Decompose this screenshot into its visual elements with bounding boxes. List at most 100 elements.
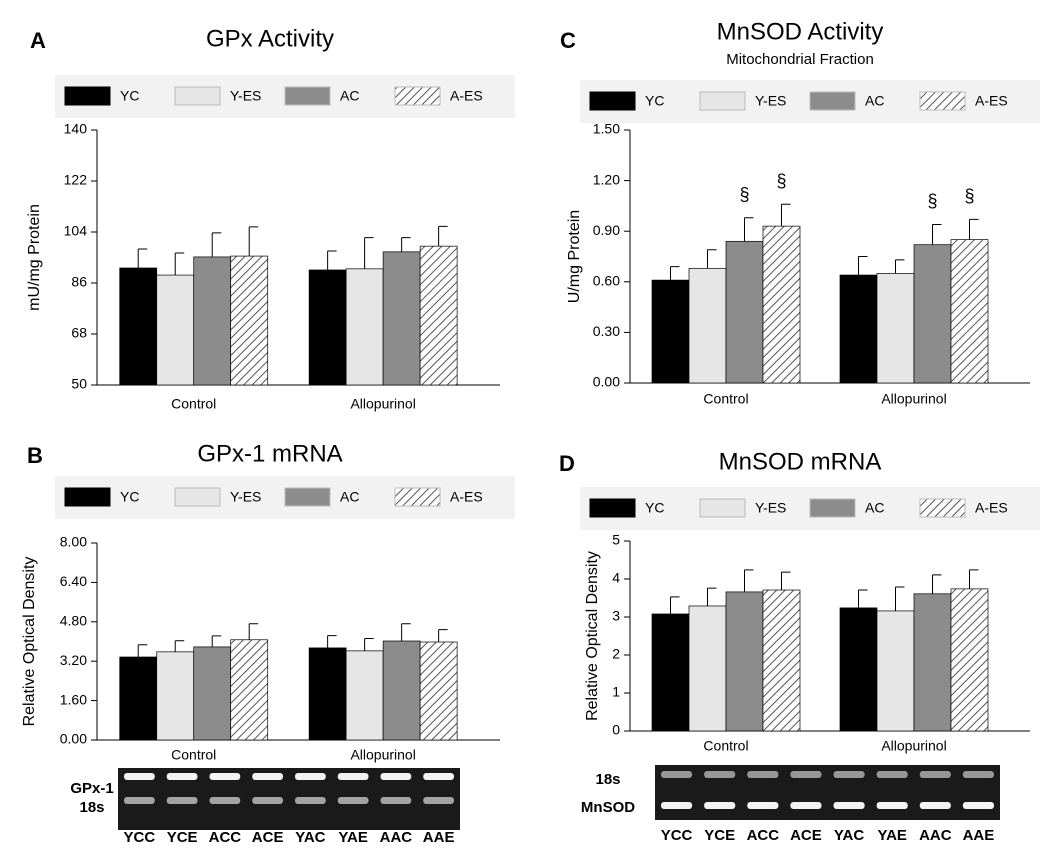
gel-band xyxy=(876,802,908,809)
error-bar xyxy=(781,571,791,591)
x-tick-label: Allopurinol xyxy=(350,747,415,763)
gel-lane-label: ACE xyxy=(252,829,284,846)
error-bar xyxy=(137,644,148,658)
error-bar xyxy=(137,248,148,268)
y-tick-label: 50 xyxy=(71,376,87,392)
bar xyxy=(308,269,347,386)
y-tick-label: 68 xyxy=(71,325,87,341)
error-bar xyxy=(211,232,222,257)
gel-band xyxy=(209,797,241,804)
bar xyxy=(725,240,764,384)
legend-swatch xyxy=(589,498,636,518)
legend-swatch xyxy=(174,86,221,106)
panel-letter: B xyxy=(27,443,43,468)
y-tick-label: 5 xyxy=(612,532,620,548)
error-bar xyxy=(438,225,448,247)
gel-band xyxy=(124,797,155,804)
gel-row-label: 18s xyxy=(79,799,104,816)
gel-band xyxy=(962,802,994,809)
error-bar xyxy=(248,623,259,640)
gel-lane-label: YCE xyxy=(704,827,735,844)
error-bar xyxy=(401,237,411,252)
bar xyxy=(913,244,952,384)
y-tick-label: 4 xyxy=(612,570,620,586)
x-tick-label: Control xyxy=(171,396,216,412)
gel-band xyxy=(423,797,454,804)
error-bar xyxy=(707,587,717,606)
y-tick-label: 0.00 xyxy=(60,731,87,747)
significance-marker: § xyxy=(964,186,974,206)
bar xyxy=(193,646,232,741)
gel-band xyxy=(423,773,454,780)
y-tick-label: 1.60 xyxy=(60,691,87,707)
chart-title: MnSOD Activity xyxy=(717,18,884,45)
gel-row-label: GPx-1 xyxy=(70,780,113,797)
legend-swatch xyxy=(809,498,856,518)
error-bar xyxy=(895,586,905,611)
legend-label: Y-ES xyxy=(755,500,786,516)
bar xyxy=(382,640,421,741)
bar xyxy=(119,267,158,386)
gel-row-label: 18s xyxy=(595,771,620,788)
legend-label: Y-ES xyxy=(230,489,261,505)
gel-band xyxy=(919,802,951,809)
bar xyxy=(688,267,727,384)
y-tick-label: 0.30 xyxy=(593,323,620,339)
chart-title: GPx Activity xyxy=(206,25,334,52)
legend-swatch xyxy=(174,487,221,507)
gel-band xyxy=(209,773,241,780)
gel-lane-label: ACC xyxy=(209,829,242,846)
gel-band xyxy=(295,773,326,780)
significance-marker: § xyxy=(776,171,786,191)
bar xyxy=(345,268,384,386)
y-tick-label: 104 xyxy=(64,223,88,239)
bar xyxy=(876,610,915,732)
gel-band xyxy=(876,771,908,778)
bar xyxy=(382,251,421,386)
legend-label: YC xyxy=(120,88,139,104)
legend-label: A-ES xyxy=(450,489,483,505)
bar xyxy=(876,273,915,384)
y-tick-label: 0.90 xyxy=(593,222,620,238)
x-tick-label: Control xyxy=(171,747,216,763)
bar xyxy=(193,256,232,386)
error-bar xyxy=(781,203,791,227)
gel-lane-label: YAE xyxy=(877,827,906,844)
gel-lane-label: AAC xyxy=(380,829,413,846)
error-bar xyxy=(327,635,337,648)
gel-band xyxy=(661,802,693,809)
error-bar xyxy=(327,250,337,270)
x-tick-label: Allopurinol xyxy=(881,738,946,754)
y-tick-label: 4.80 xyxy=(60,613,87,629)
y-tick-label: 3 xyxy=(612,608,620,624)
gel-lane-label: YAC xyxy=(295,829,325,846)
bar xyxy=(950,239,989,384)
gel-band xyxy=(790,802,822,809)
legend-label: Y-ES xyxy=(230,88,261,104)
bar xyxy=(688,605,727,732)
bar xyxy=(725,591,764,732)
legend-label: A-ES xyxy=(975,500,1008,516)
bar xyxy=(156,274,195,386)
gel-lane-label: YCE xyxy=(167,829,198,846)
panel-letter: A xyxy=(30,28,46,53)
legend-label: AC xyxy=(865,500,884,516)
error-bar xyxy=(248,226,259,257)
error-bar xyxy=(969,218,979,240)
gel-band xyxy=(833,771,865,778)
gel-lane-label: ACE xyxy=(790,827,822,844)
y-axis-label: U/mg Protein xyxy=(566,210,583,303)
legend-label: A-ES xyxy=(975,93,1008,109)
x-tick-label: Control xyxy=(703,738,748,754)
error-bar xyxy=(744,217,754,242)
legend-label: A-ES xyxy=(450,88,483,104)
error-bar xyxy=(174,640,185,652)
chart-subtitle: Mitochondrial Fraction xyxy=(726,51,874,68)
gel-band xyxy=(252,797,283,804)
gel-lane-label: YCC xyxy=(124,829,156,846)
bar xyxy=(345,650,384,741)
legend-swatch xyxy=(919,498,966,518)
bar xyxy=(913,593,952,732)
y-tick-label: 3.20 xyxy=(60,652,87,668)
